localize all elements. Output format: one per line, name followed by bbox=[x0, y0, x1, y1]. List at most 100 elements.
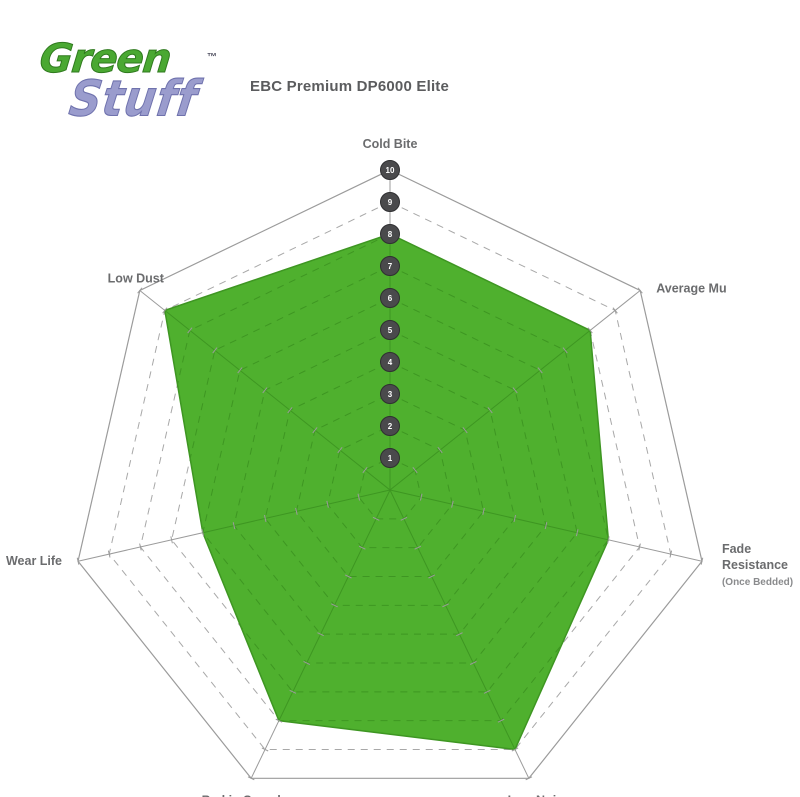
radar-tick bbox=[414, 545, 422, 550]
radar-tick bbox=[428, 574, 436, 579]
trademark-symbol: ™ bbox=[207, 52, 217, 63]
radar-tick bbox=[412, 466, 418, 474]
radar-tick bbox=[107, 550, 111, 558]
radar-tick bbox=[462, 427, 468, 434]
radar-axis-ticks bbox=[76, 169, 704, 781]
scale-badge-10 bbox=[380, 160, 400, 180]
radar-tick bbox=[263, 514, 267, 523]
scale-badge-8 bbox=[380, 224, 400, 244]
radar-tick bbox=[537, 367, 543, 374]
radar-tick bbox=[575, 529, 579, 537]
scale-badge-label-8: 8 bbox=[388, 230, 393, 239]
axis-sublabel-once-bedded: (Once Bedded) bbox=[722, 577, 793, 588]
scale-badge-label-1: 1 bbox=[388, 454, 393, 463]
radar-tick bbox=[76, 557, 80, 565]
radar-tick bbox=[344, 574, 352, 579]
scale-badge-2 bbox=[380, 416, 400, 436]
radar-tick bbox=[247, 776, 255, 781]
radar-inner-ring-5 bbox=[233, 329, 547, 635]
radar-tick bbox=[303, 661, 311, 665]
radar-tick bbox=[295, 507, 298, 515]
radar-tick bbox=[137, 287, 143, 294]
radar-tick bbox=[456, 632, 463, 637]
axis-label-fade-resistance-line2: Resistance bbox=[722, 558, 788, 572]
radar-tick bbox=[513, 514, 517, 523]
radar-tick bbox=[187, 327, 193, 334]
radar-tick bbox=[637, 287, 643, 294]
radar-tick bbox=[544, 522, 548, 530]
axis-label-wear-life: Wear Life bbox=[6, 554, 62, 568]
radar-tick bbox=[400, 516, 408, 521]
scale-badge-label-10: 10 bbox=[386, 166, 395, 175]
radar-tick bbox=[372, 516, 380, 521]
radar-tick bbox=[337, 447, 343, 454]
radar-tick bbox=[482, 507, 485, 515]
scale-badge-1 bbox=[380, 448, 400, 468]
scale-badge-6 bbox=[380, 288, 400, 308]
greenstuff-logo: Green ™ Stuff bbox=[36, 30, 236, 130]
radar-series-polygon bbox=[163, 233, 610, 751]
radar-tick bbox=[170, 536, 173, 544]
scale-badge-label-5: 5 bbox=[388, 326, 393, 335]
radar-tick bbox=[262, 387, 268, 394]
radar-tick bbox=[357, 493, 361, 501]
radar-tick bbox=[607, 536, 610, 544]
radar-tick bbox=[139, 543, 142, 551]
radar-tick bbox=[483, 689, 491, 694]
radar-tick bbox=[275, 718, 283, 723]
radar-tick bbox=[562, 347, 568, 354]
radar-tick bbox=[201, 529, 205, 537]
axis-label-low-noise: Low Noise bbox=[508, 793, 571, 797]
radar-tick bbox=[326, 500, 329, 508]
radar-tick bbox=[312, 427, 318, 434]
scale-badge-label-7: 7 bbox=[388, 262, 393, 271]
radar-data-polygon bbox=[163, 233, 610, 751]
radar-tick bbox=[287, 407, 293, 414]
radar-tick bbox=[612, 307, 618, 314]
axis-label-fade-resistance: Fade bbox=[722, 542, 751, 556]
scale-badge-7 bbox=[380, 256, 400, 276]
radar-tick bbox=[700, 557, 704, 565]
radar-tick bbox=[587, 327, 593, 334]
radar-tick bbox=[358, 545, 366, 550]
radar-scale-badges: 10 9 8 7 6 5 4 3 2 1 bbox=[380, 160, 400, 468]
radar-tick bbox=[487, 407, 493, 414]
radar-tick bbox=[442, 603, 449, 608]
radar-tick bbox=[317, 632, 324, 637]
radar-tick bbox=[525, 776, 533, 781]
radar-tick bbox=[497, 718, 505, 723]
radar-tick bbox=[669, 550, 673, 558]
axis-label-low-dust: Low Dust bbox=[108, 271, 165, 285]
radar-tick bbox=[331, 603, 338, 608]
scale-badge-5 bbox=[380, 320, 400, 340]
radar-tick bbox=[419, 493, 423, 501]
scale-badge-label-3: 3 bbox=[388, 390, 393, 399]
radar-axis-labels: Cold Bite Average Mu Fade Resistance (Once B… bbox=[6, 137, 793, 797]
scale-badge-label-6: 6 bbox=[388, 294, 393, 303]
page-title: EBC Premium DP6000 Elite bbox=[250, 78, 450, 95]
radar-inner-ring-1 bbox=[358, 457, 422, 520]
scale-badge-label-2: 2 bbox=[388, 422, 393, 431]
radar-tick bbox=[362, 466, 368, 474]
radar-tick bbox=[261, 747, 269, 752]
radar-tick bbox=[437, 447, 443, 454]
radar-tick bbox=[512, 387, 518, 394]
radar-inner-ring-3 bbox=[295, 393, 485, 577]
radar-tick bbox=[237, 367, 243, 374]
radar-tick bbox=[451, 500, 454, 508]
radar-tick bbox=[289, 689, 297, 694]
radar-inner-ring-7 bbox=[171, 265, 609, 693]
radar-tick bbox=[469, 661, 477, 665]
axis-label-average-mu: Average Mu bbox=[656, 281, 726, 295]
radar-ring-10 bbox=[77, 169, 703, 779]
scale-badge-4 bbox=[380, 352, 400, 372]
axis-label-cold-bite: Cold Bite bbox=[363, 137, 418, 151]
radar-tick bbox=[212, 347, 218, 354]
radar-tick bbox=[638, 543, 641, 551]
radar-tick bbox=[232, 522, 236, 530]
scale-badge-9 bbox=[380, 192, 400, 212]
axis-label-bed-in-speed: Bed in Speed bbox=[202, 793, 281, 797]
radar-tick bbox=[162, 307, 168, 314]
